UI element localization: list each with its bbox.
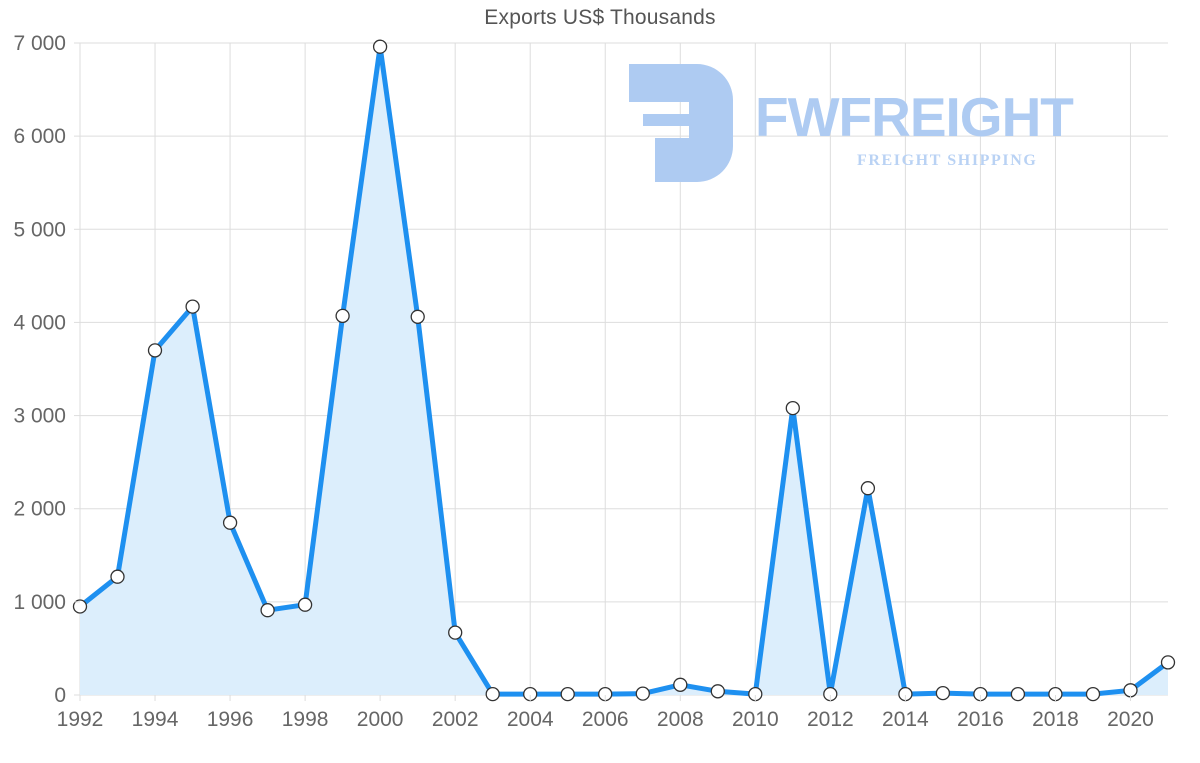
data-point-marker[interactable] — [1085, 686, 1101, 702]
data-point-marker[interactable] — [935, 685, 951, 701]
x-axis-tick-label: 2004 — [507, 708, 554, 731]
data-point-marker[interactable] — [222, 515, 238, 530]
data-point-marker[interactable] — [673, 677, 688, 692]
data-point-marker[interactable] — [448, 625, 463, 640]
data-point-marker[interactable] — [1123, 683, 1138, 698]
data-point-marker[interactable] — [372, 39, 388, 54]
y-axis-tick-label: 3 000 — [13, 405, 66, 428]
y-axis-tick-label: 2 000 — [13, 498, 66, 521]
data-point-marker[interactable] — [1010, 686, 1026, 702]
x-axis-tick-label: 2014 — [882, 708, 929, 731]
x-axis-tick-label: 2018 — [1032, 708, 1079, 731]
y-axis-ticks-group: 0 1 000 2 000 3 000 4 000 5 000 6 000 7 000 — [13, 32, 80, 707]
y-axis-tick-label: 6 000 — [13, 125, 66, 148]
x-axis-tick-label: 2010 — [732, 708, 779, 731]
data-point-marker[interactable] — [410, 309, 425, 324]
data-point-marker[interactable] — [147, 343, 163, 358]
data-point-marker[interactable] — [860, 481, 876, 496]
area-fill — [80, 46, 1168, 695]
x-axis-tick-label: 2016 — [957, 708, 1004, 731]
data-point-marker[interactable] — [785, 400, 800, 416]
x-axis-tick-label: 2012 — [807, 708, 854, 731]
data-point-marker[interactable] — [1160, 655, 1176, 670]
x-axis-tick-label: 2002 — [432, 708, 479, 731]
y-axis-tick-label: 5 000 — [13, 218, 66, 241]
data-point-marker[interactable] — [635, 686, 650, 701]
x-axis-tick-label: 2006 — [582, 708, 629, 731]
x-axis-tick-label: 1994 — [132, 708, 179, 731]
data-point-marker[interactable] — [185, 299, 200, 314]
x-axis-ticks-group: 1992 1994 1996 1998 2000 2002 2004 2006 2008 2010… — [57, 695, 1154, 731]
data-point-marker[interactable] — [335, 308, 350, 324]
x-axis-tick-label: 1992 — [57, 708, 104, 731]
y-axis-tick-label: 7 000 — [13, 32, 66, 55]
y-axis-tick-label: 1 000 — [13, 591, 66, 614]
data-point-marker[interactable] — [297, 597, 313, 612]
data-point-marker[interactable] — [485, 686, 500, 702]
data-point-marker[interactable] — [72, 599, 88, 614]
y-axis-tick-label: 0 — [54, 684, 66, 707]
x-axis-tick-label: 1996 — [207, 708, 254, 731]
x-axis-tick-label: 2008 — [657, 708, 704, 731]
data-point-marker[interactable] — [260, 603, 275, 618]
chart-title: Exports US$ Thousands — [484, 6, 716, 29]
x-axis-tick-label: 1998 — [282, 708, 329, 731]
data-markers-group — [72, 39, 1176, 702]
x-axis-tick-label: 2000 — [357, 708, 404, 731]
x-axis-tick-label: 2020 — [1107, 708, 1154, 731]
y-axis-tick-label: 4 000 — [13, 311, 66, 334]
data-point-marker[interactable] — [110, 569, 125, 584]
data-point-marker[interactable] — [710, 684, 725, 699]
data-point-marker[interactable] — [560, 686, 575, 702]
area-fill-group — [80, 46, 1168, 695]
